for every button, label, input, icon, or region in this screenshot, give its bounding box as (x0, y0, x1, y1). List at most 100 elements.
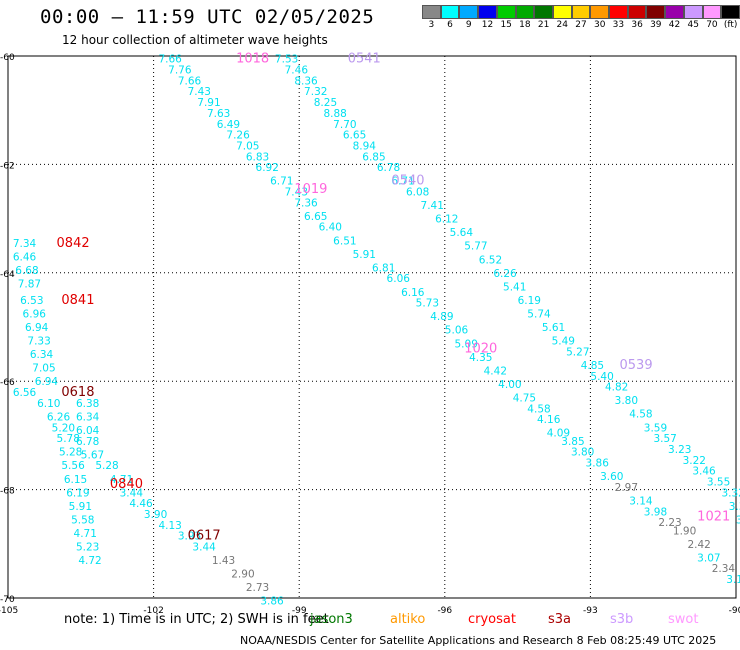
color-swatch (665, 5, 684, 19)
wave-height-value: 7.46 (285, 65, 309, 77)
lon-tick-label: -102 (143, 606, 163, 616)
pass-time-label: 0618 (61, 385, 94, 400)
wave-height-value: 6.78 (377, 162, 400, 174)
color-scale-label: 39 (650, 20, 662, 30)
color-swatch (609, 5, 628, 19)
wave-height-value: 3.85 (561, 436, 584, 448)
wave-height-value: 2.42 (687, 539, 710, 551)
wave-height-value: 6.65 (343, 130, 366, 142)
wave-height-value: 6.71 (391, 176, 414, 188)
page-title: 00:00 – 11:59 UTC 02/05/2025 (40, 6, 375, 28)
wave-height-value: 6.06 (387, 273, 411, 285)
satellite-legend-item: s3a (548, 612, 572, 627)
wave-height-value: 7.76 (168, 65, 192, 77)
wave-height-value: 6.19 (518, 295, 541, 307)
wave-height-value: 2.90 (231, 569, 254, 581)
wave-height-value: 4.89 (430, 311, 453, 323)
color-scale-label: 42 (668, 20, 681, 30)
satellite-legend-item: cryosat (468, 612, 516, 627)
color-swatch (702, 5, 722, 19)
wave-height-value: 4.71 (110, 474, 133, 486)
wave-height-value: 6.94 (25, 322, 49, 334)
wave-height-value: 7.26 (226, 130, 250, 142)
pass-time-label: 0539 (620, 358, 653, 373)
wave-height-value: 6.15 (64, 474, 87, 486)
color-scale-labels: 3 6 9 12 15 18 21 24 27 30 33 36 39 42 45 70 (ft) (422, 20, 740, 34)
color-scale-label: 3 (428, 20, 435, 30)
page-subtitle: 12 hour collection of altimeter wave hei… (62, 33, 328, 47)
wave-height-value: 6.04 (76, 425, 100, 437)
wave-height-value: 4.09 (547, 428, 570, 440)
wave-height-value: 3.86 (586, 458, 610, 470)
color-swatch (646, 5, 666, 19)
pass-time-label: 1019 (294, 182, 327, 197)
wave-height-value: 7.43 (285, 187, 308, 199)
color-swatch (571, 5, 591, 19)
wave-height-value: 7.87 (18, 279, 41, 291)
wave-height-value: 5.09 (455, 338, 478, 350)
color-scale-label: 70 (706, 20, 718, 30)
wave-height-value: 3.98 (644, 506, 667, 518)
wave-height-value: 5.58 (71, 514, 94, 526)
wave-height-value: 6.71 (270, 176, 293, 188)
wave-height-value: 8.25 (314, 97, 337, 109)
wave-height-value: 6.38 (76, 398, 99, 410)
color-swatch (496, 5, 516, 19)
pass-time-label: 0842 (57, 236, 90, 251)
wave-height-value: 5.06 (445, 325, 469, 337)
color-swatch (721, 5, 740, 19)
wave-height-value: 6.10 (37, 398, 60, 410)
footer-credit: NOAA/NESDIS Center for Satellite Applica… (240, 634, 717, 647)
wave-height-value: 5.77 (464, 241, 487, 253)
color-scale-label: 30 (593, 20, 606, 30)
wave-height-value: 5.40 (590, 371, 613, 383)
wave-height-value: 4.00 (498, 379, 521, 391)
color-scale-label: 21 (537, 20, 550, 30)
wave-height-value: 5.64 (450, 227, 474, 239)
color-swatch (683, 5, 703, 19)
wave-height-value: 3.07 (697, 552, 720, 564)
wave-height-value: 3.16 (736, 514, 740, 526)
wave-height-value: 6.12 (435, 214, 458, 226)
color-scale-label: 36 (631, 20, 643, 30)
wave-height-value: 5.56 (61, 460, 85, 472)
lat-tick-label: -68 (0, 487, 15, 497)
wave-height-value: 6.92 (256, 162, 279, 174)
color-scale-label: 45 (687, 20, 699, 30)
color-scale-label: 18 (519, 20, 531, 30)
wave-height-value: 7.34 (13, 238, 37, 250)
wave-height-value: 6.53 (20, 295, 43, 307)
wave-height-value: 4.42 (484, 365, 507, 377)
wave-height-value: 6.83 (246, 151, 269, 163)
wave-height-value: 4.75 (513, 392, 536, 404)
wave-height-value: 7.33 (27, 336, 50, 348)
wave-height-value: 4.35 (469, 352, 492, 364)
color-swatch (440, 5, 460, 19)
wave-height-value: 8.94 (353, 140, 377, 152)
lon-tick-label: -96 (437, 606, 452, 616)
wave-height-value: 6.65 (304, 211, 327, 223)
wave-height-value: 6.46 (13, 252, 37, 264)
wave-height-value: 6.52 (479, 254, 502, 266)
wave-height-value: 2.34 (712, 563, 736, 575)
pass-time-label: 0617 (188, 529, 221, 544)
color-swatch (478, 5, 497, 19)
wave-height-value: 4.13 (158, 520, 181, 532)
wave-height-value: 5.28 (59, 447, 82, 459)
wave-height-value: 5.91 (353, 249, 376, 261)
wave-height-value: 6.34 (30, 349, 54, 361)
color-swatch (459, 5, 479, 19)
wave-height-value: 3.23 (668, 444, 691, 456)
color-swatch (534, 5, 553, 19)
map-frame (7, 55, 737, 599)
wave-height-value: 3.57 (653, 433, 676, 445)
wave-height-value: 3.44 (120, 487, 144, 499)
pass-time-label: 0540 (391, 174, 424, 189)
pass-time-label: 1021 (697, 510, 730, 525)
wave-height-value: 3.32 (721, 487, 740, 499)
wave-height-value: 7.41 (421, 200, 444, 212)
wave-height-value: 5.28 (95, 460, 118, 472)
wave-height-value: 4.58 (629, 409, 652, 421)
